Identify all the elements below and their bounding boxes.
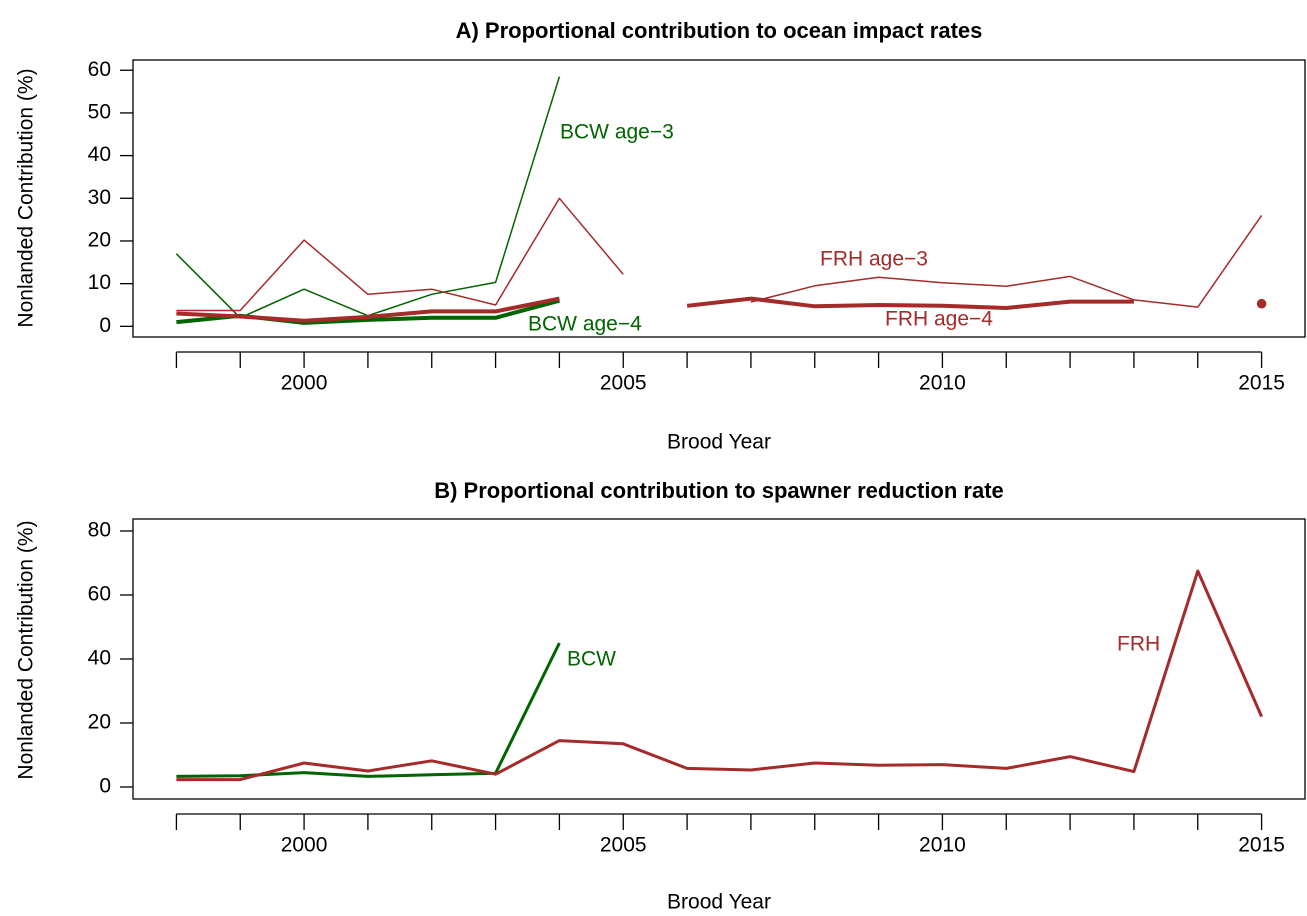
point	[1256, 298, 1267, 309]
line	[176, 642, 561, 778]
line	[750, 214, 1263, 308]
line	[176, 569, 1263, 782]
y-tick-label: 80	[88, 519, 111, 542]
series-label: BCW age−3	[560, 121, 674, 144]
y-tick-label: 20	[88, 229, 111, 252]
line	[686, 296, 1134, 310]
y-tick-label: 50	[88, 100, 111, 123]
x-tick-label: 2010	[919, 834, 966, 857]
line	[176, 296, 560, 323]
series-label: BCW age−4	[528, 313, 642, 336]
y-tick-label: 0	[99, 775, 111, 798]
line	[176, 197, 624, 312]
x-tick-label: 2005	[600, 372, 647, 395]
y-tick-label: 10	[88, 271, 111, 294]
x-tick-label: 2010	[919, 372, 966, 395]
plot-box	[132, 518, 1306, 800]
chart-title: B) Proportional contribution to spawner …	[434, 478, 1004, 503]
series-label: FRH	[1117, 633, 1160, 656]
series-label: FRH age−4	[885, 308, 993, 331]
y-tick-label: 60	[88, 583, 111, 606]
y-tick-label: 20	[88, 711, 111, 734]
x-axis-label: Brood Year	[667, 891, 771, 914]
chart-title: A) Proportional contribution to ocean im…	[456, 18, 983, 43]
line	[175, 76, 561, 319]
y-tick-label: 40	[88, 143, 111, 166]
y-axis-label: Nonlanded Contribution (%)	[15, 520, 38, 779]
x-tick-label: 2015	[1238, 372, 1285, 395]
x-axis-label: Brood Year	[667, 431, 771, 454]
y-tick-label: 60	[88, 58, 111, 81]
x-tick-label: 2005	[600, 834, 647, 857]
plot-box	[132, 59, 1306, 338]
x-tick-label: 2000	[281, 372, 328, 395]
x-tick-label: 2015	[1238, 834, 1285, 857]
series-label: BCW	[567, 648, 616, 671]
x-tick-label: 2000	[281, 834, 328, 857]
y-tick-label: 30	[88, 186, 111, 209]
y-tick-label: 0	[99, 314, 111, 337]
y-tick-label: 40	[88, 647, 111, 670]
series-label: FRH age−3	[820, 248, 928, 271]
y-axis-label: Nonlanded Contribution (%)	[15, 68, 38, 327]
